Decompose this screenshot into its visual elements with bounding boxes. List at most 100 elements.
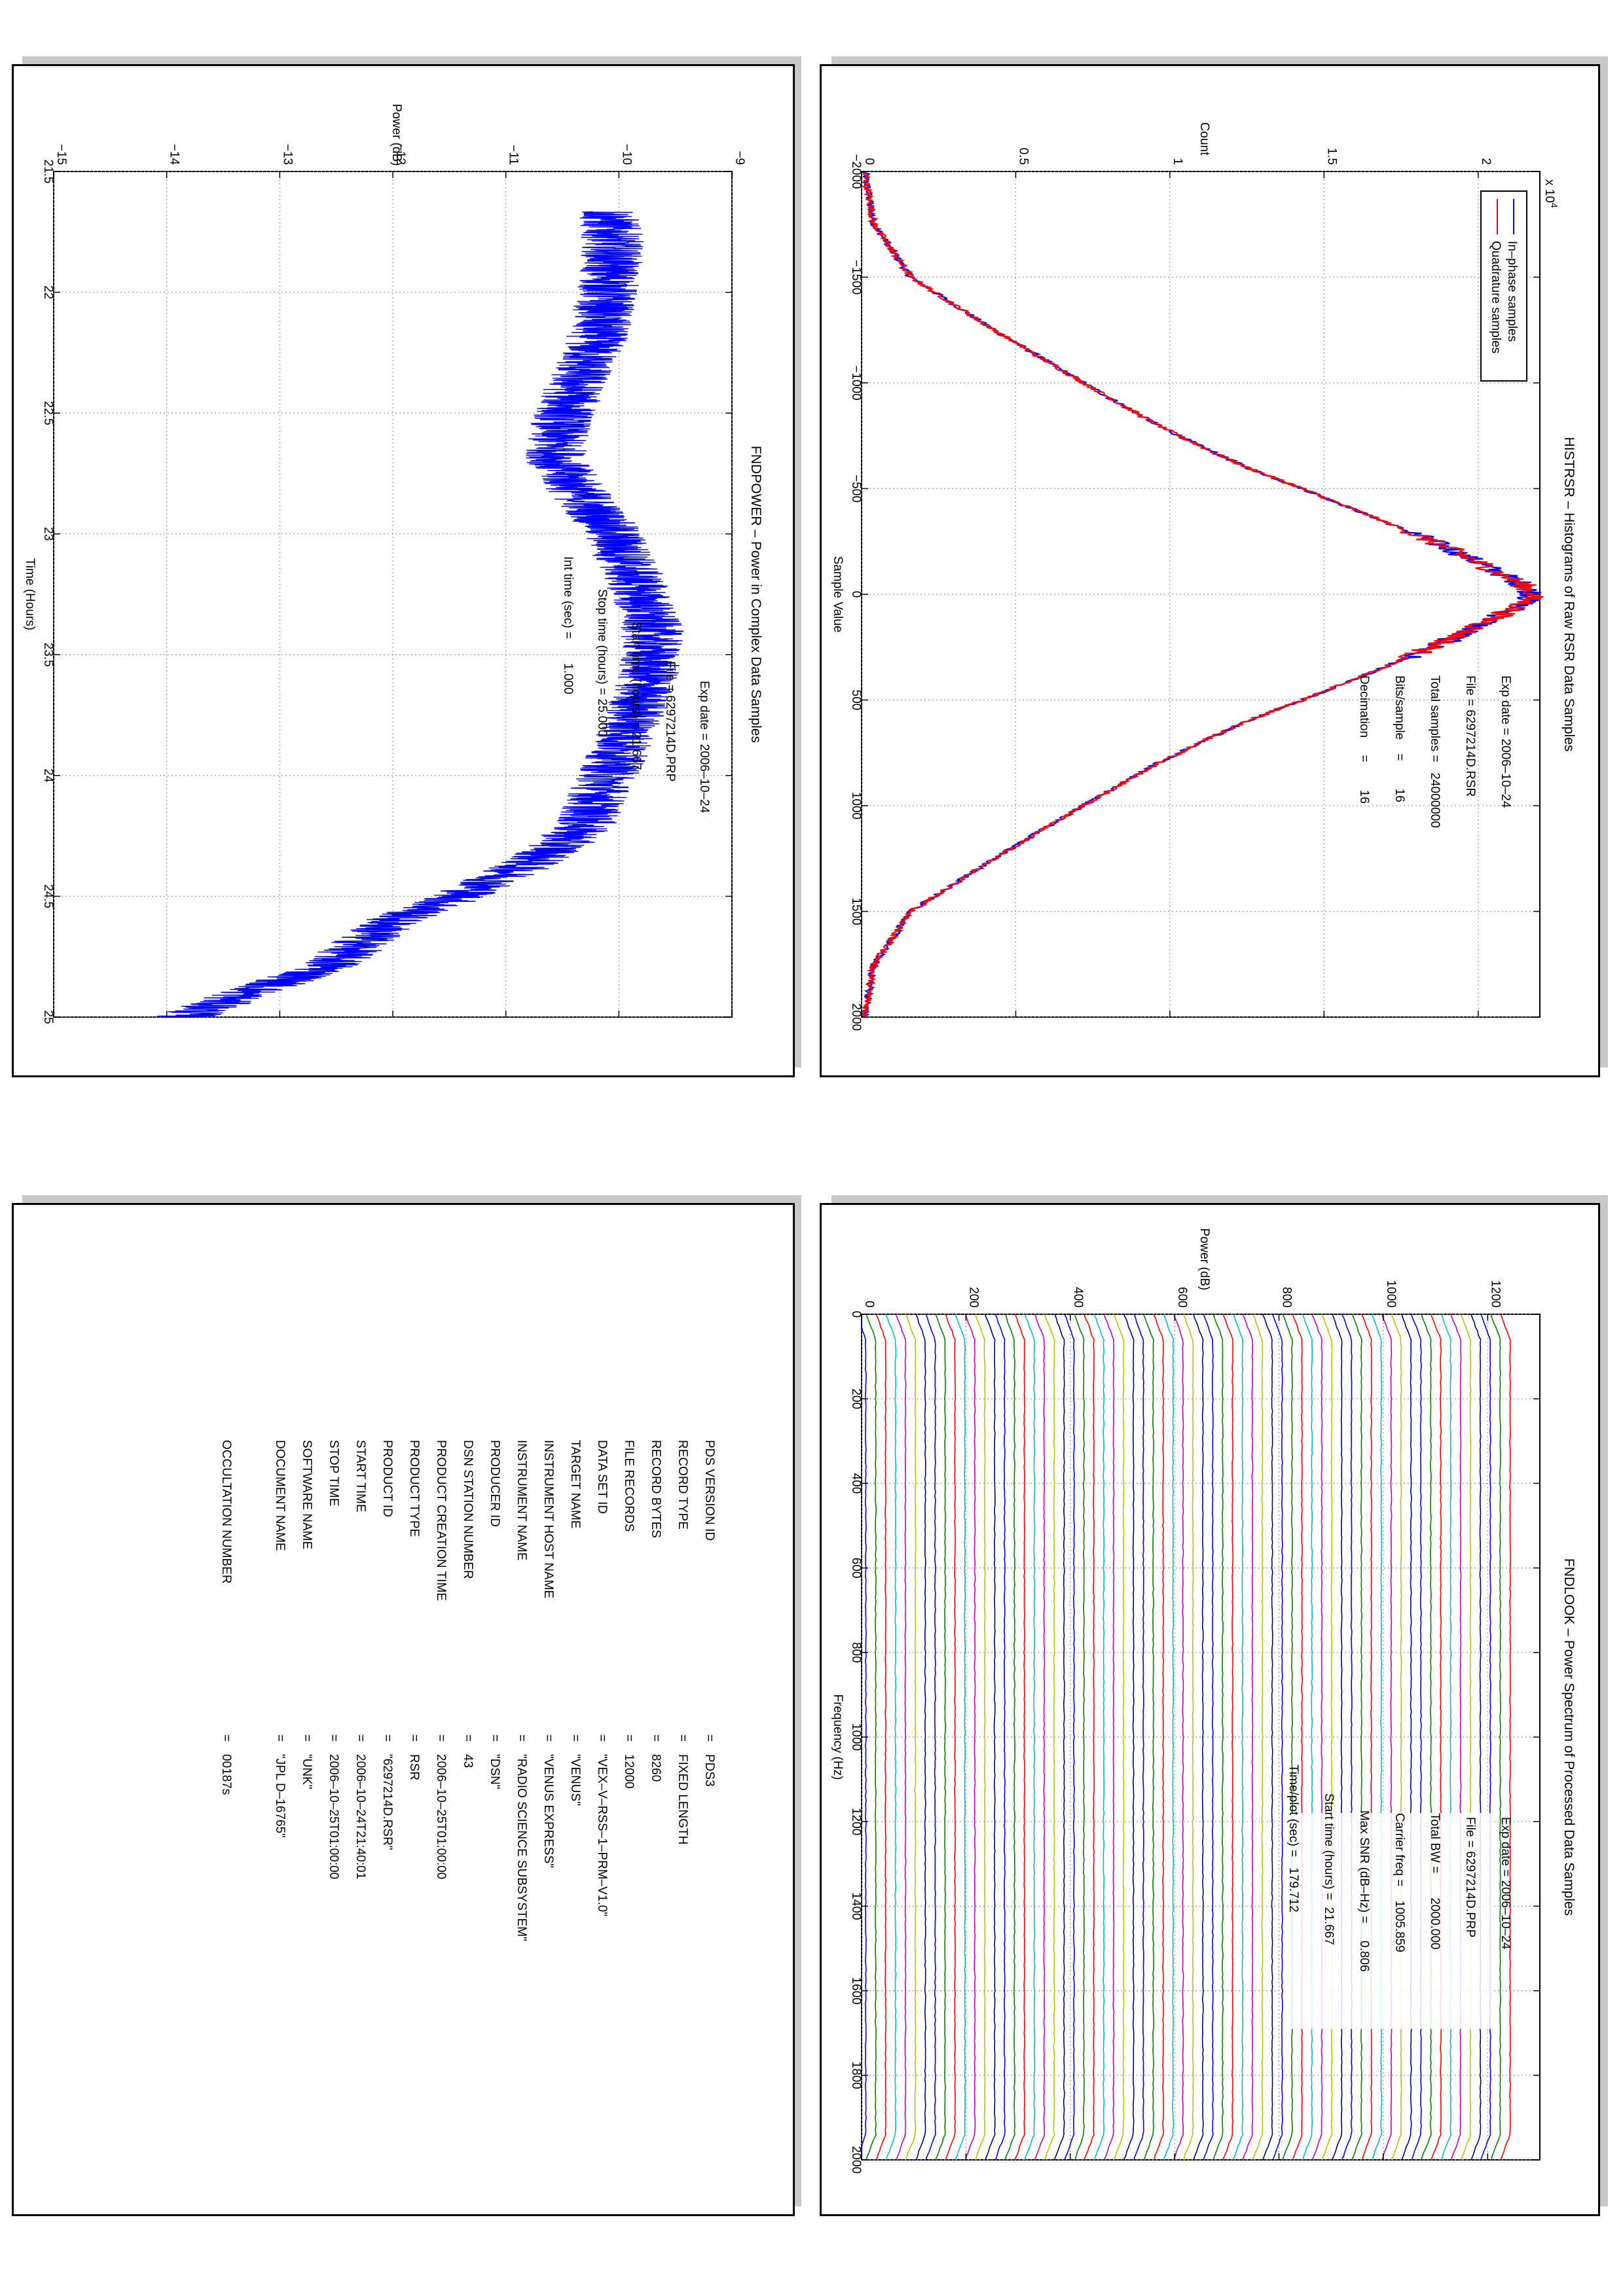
histogram-y-tick-label: 0.5 [1016, 148, 1030, 165]
histogram-info-line: Exp date = 2006–10–24 [1499, 675, 1512, 808]
spectrum-series-line [1163, 1314, 1175, 2161]
power-title: FNDPOWER – Power in Complex Data Samples [748, 446, 763, 743]
power-y-tick-label: −14 [168, 144, 181, 166]
histogram-info-line: File = 6297214D.RSR [1463, 675, 1477, 797]
histogram-chart: −2000 −1500 −1000 −500 0 500 1000 1500 2000 0 0.5… [831, 122, 1577, 1031]
label-row-key: PRODUCT TYPE [407, 1440, 421, 1537]
spectrum-info-line: Total BW = 2000.000 [1428, 1813, 1442, 1950]
spectrum-y-tick-label: 600 [1175, 1287, 1189, 1308]
spectrum-x-tick-label: 200 [849, 1388, 863, 1409]
label-table: PDS VERSION ID = PDS3 RECORD TYPE = FIXED LEN… [219, 1440, 716, 1941]
label-row-key: STOP TIME [327, 1440, 340, 1506]
power-x-tick-label: 23 [41, 527, 55, 541]
histogram-y-tick-label: 2 [1479, 158, 1493, 165]
histogram-info-line: Decimation = 16 [1357, 675, 1371, 804]
label-row-equals: = [649, 1734, 663, 1742]
spectrum-series-line [935, 1314, 946, 2161]
spectrum-series-line [1252, 1314, 1264, 2161]
label-row-value: 2006–10–25T01:00:00 [434, 1754, 448, 1879]
spectrum-x-axis-label: Frequency (Hz) [831, 1695, 845, 1780]
spectrum-series-line [1153, 1314, 1165, 2161]
histogram-x-axis-label: Sample Value [831, 556, 845, 633]
label-row-value: 8260 [649, 1754, 663, 1782]
spectrum-info-line: File = 6297214D.PRP [1463, 1817, 1477, 1937]
label-row-value: "VENUS" [568, 1754, 582, 1806]
power-x-tick-label: 24.5 [41, 884, 55, 908]
spectrum-y-tick-label: 1200 [1488, 1280, 1502, 1308]
label-row-key: PRODUCT CREATION TIME [434, 1440, 448, 1601]
power-y-tick-label: −9 [733, 151, 746, 165]
spectrum-series-line [1142, 1314, 1154, 2161]
power-info-line: Int time (sec) = 1.000 [561, 556, 575, 694]
spectrum-info-line: Time/plot (sec) = 179.712 [1286, 1765, 1300, 1912]
histogram-x-tick-label: 500 [849, 690, 863, 711]
label-panel [12, 1203, 795, 2216]
label-row-equals: = [219, 1734, 233, 1742]
label-row-key: PRODUCER ID [488, 1440, 501, 1527]
histogram-x-tick-label: 0 [849, 591, 863, 598]
histogram-x-tick-label: 2000 [849, 1003, 863, 1031]
spectrum-y-tick-label: 200 [966, 1287, 980, 1308]
label-row-key: FILE RECORDS [622, 1440, 636, 1532]
spectrum-series-line [1123, 1314, 1135, 2161]
label-row-value: PDS3 [702, 1754, 716, 1787]
spectrum-series-line [866, 1314, 877, 2161]
label-row-key: PRODUCT ID [380, 1440, 394, 1517]
spectrum-series-line [1490, 1314, 1501, 2161]
label-row-equals: = [488, 1734, 501, 1742]
spectrum-series-line [1213, 1314, 1224, 2161]
spectrum-grid [861, 1314, 1540, 2161]
spectrum-y-tick-label: 800 [1280, 1287, 1294, 1308]
label-row-key: DOCUMENT NAME [273, 1440, 287, 1551]
spectrum-series-line [1133, 1314, 1144, 2161]
label-row-equals: = [515, 1734, 528, 1742]
power-x-tick-label: 21.5 [41, 160, 55, 184]
spectrum-series-line [1113, 1314, 1125, 2161]
spectrum-series-line [1103, 1314, 1115, 2161]
label-row-value: 00187s [219, 1754, 233, 1795]
spectrum-info: Exp date = 2006–10–24 File = 6297214D.PR… [1283, 1765, 1512, 2029]
spectrum-series-line [1173, 1314, 1184, 2161]
spectrum-series-line [1064, 1314, 1075, 2161]
spectrum-info-line: Carrier freq = 1005.859 [1393, 1813, 1406, 1952]
power-x-tick-label: 22.5 [41, 401, 55, 425]
spectrum-series-line [1024, 1314, 1036, 2161]
histogram-x-tick-label: −1500 [849, 260, 863, 295]
power-info-line: Stop time (hours) = 25.000 [595, 589, 609, 737]
label-row-value: 12000 [622, 1754, 636, 1789]
label-row-value: 2006–10–24T21:40:01 [354, 1754, 367, 1879]
label-row-equals: = [434, 1734, 448, 1742]
spectrum-series-line [1084, 1314, 1095, 2161]
spectrum-chart: 0 200 400 600 800 1000 1200 1400 1600 1800 2000 0 2… [831, 1228, 1577, 2174]
spectrum-series-line [1242, 1314, 1254, 2161]
spectrum-info-line: Max SNR (dB–Hz) = 0.806 [1357, 1810, 1371, 1972]
label-row-key: INSTRUMENT HOST NAME [541, 1440, 555, 1598]
power-y-tick-label: −15 [54, 144, 68, 165]
histogram-exponent: x 104 [1542, 179, 1559, 208]
spectrum-x-tick-label: 2000 [849, 2146, 863, 2174]
histogram-x-tick-label: 1500 [849, 897, 863, 925]
spectrum-series-line [994, 1314, 1006, 2161]
legend-inphase-label: In–phase samples [1505, 241, 1519, 342]
label-row-value: FIXED LENGTH [676, 1754, 689, 1844]
power-curve [156, 211, 684, 1018]
label-row-key: OCCULTATION NUMBER [219, 1440, 233, 1584]
spectrum-series-line [875, 1314, 887, 2161]
spectrum-series-line [1203, 1314, 1214, 2161]
label-row-value: 43 [461, 1754, 475, 1768]
spectrum-x-tick-label: 1200 [849, 1808, 863, 1835]
histogram-series-line [860, 171, 1544, 1018]
spectrum-series-line [1222, 1314, 1234, 2161]
spectrum-series-line [1500, 1314, 1512, 2161]
power-y-tick-label: −13 [280, 144, 294, 165]
histogram-y-axis-label: Count [1197, 122, 1211, 156]
histogram-x-ticks: −2000 −1500 −1000 −500 0 500 1000 1500 2000 [849, 154, 1540, 1031]
spectrum-x-tick-label: 0 [849, 1311, 863, 1318]
label-row-value: "DSN" [488, 1754, 501, 1789]
spectrum-x-tick-label: 1400 [849, 1892, 863, 1920]
label-row-key: RECORD TYPE [676, 1440, 689, 1530]
spectrum-series-line [915, 1314, 926, 2161]
label-row-value: "JPL D–16765" [273, 1754, 287, 1838]
spectrum-series-line [925, 1314, 936, 2161]
